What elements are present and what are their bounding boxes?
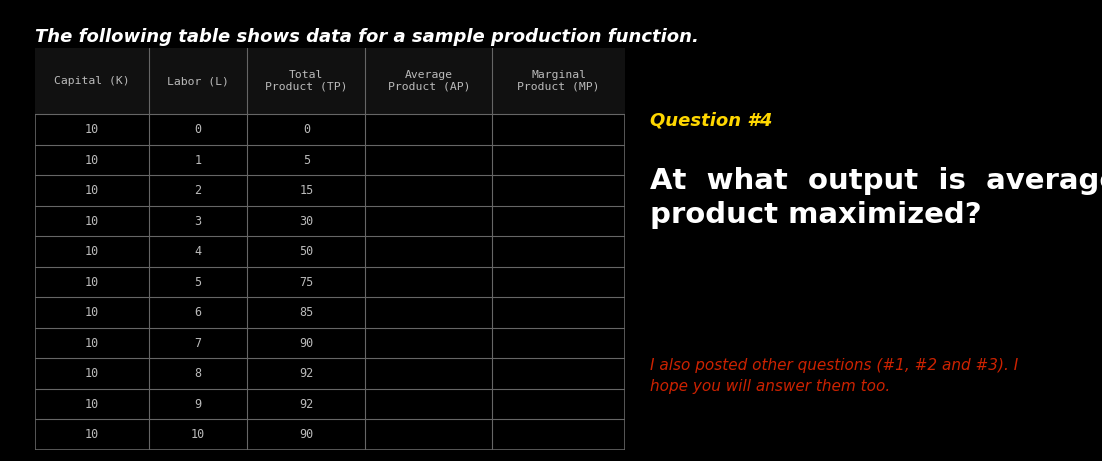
Text: 10: 10 <box>85 215 99 228</box>
Text: 0: 0 <box>195 123 202 136</box>
Text: 5: 5 <box>195 276 202 289</box>
Text: 10: 10 <box>85 306 99 319</box>
Text: 10: 10 <box>85 367 99 380</box>
Text: 8: 8 <box>195 367 202 380</box>
Text: 10: 10 <box>85 337 99 350</box>
Text: 10: 10 <box>85 428 99 441</box>
Text: 10: 10 <box>85 398 99 411</box>
Text: Total
Product (TP): Total Product (TP) <box>266 71 347 92</box>
Text: 4: 4 <box>195 245 202 258</box>
Text: 10: 10 <box>85 245 99 258</box>
Text: Average
Product (AP): Average Product (AP) <box>388 71 471 92</box>
Text: 15: 15 <box>300 184 314 197</box>
Text: Labor (L): Labor (L) <box>168 76 229 86</box>
Text: 85: 85 <box>300 306 314 319</box>
Text: At  what  output  is  average
product maximized?: At what output is average product maximi… <box>650 167 1102 230</box>
Text: 1: 1 <box>195 154 202 166</box>
Text: 90: 90 <box>300 337 314 350</box>
Text: The following table shows data for a sample production function.: The following table shows data for a sam… <box>35 28 699 46</box>
Text: 6: 6 <box>195 306 202 319</box>
Text: 10: 10 <box>85 184 99 197</box>
Text: Marginal
Product (MP): Marginal Product (MP) <box>517 71 599 92</box>
Text: 2: 2 <box>195 184 202 197</box>
Text: Question #4: Question #4 <box>650 112 773 130</box>
Text: Capital (K): Capital (K) <box>54 76 130 86</box>
Text: 90: 90 <box>300 428 314 441</box>
Text: 0: 0 <box>303 123 310 136</box>
Text: 75: 75 <box>300 276 314 289</box>
Text: 92: 92 <box>300 398 314 411</box>
Text: 3: 3 <box>195 215 202 228</box>
Text: 30: 30 <box>300 215 314 228</box>
Text: 10: 10 <box>85 154 99 166</box>
Bar <box>35 48 625 114</box>
Text: 9: 9 <box>195 398 202 411</box>
Text: 92: 92 <box>300 367 314 380</box>
Text: 7: 7 <box>195 337 202 350</box>
Text: 10: 10 <box>85 123 99 136</box>
Text: I also posted other questions (#1, #2 and #3). I
hope you will answer them too.: I also posted other questions (#1, #2 an… <box>650 358 1018 394</box>
Text: 10: 10 <box>85 276 99 289</box>
Text: 10: 10 <box>191 428 205 441</box>
Text: 50: 50 <box>300 245 314 258</box>
Text: 5: 5 <box>303 154 310 166</box>
